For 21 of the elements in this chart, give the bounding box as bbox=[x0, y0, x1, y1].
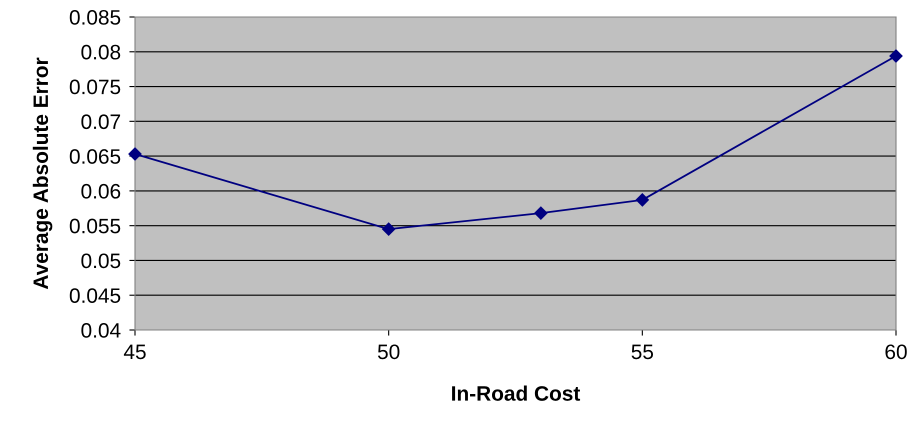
y-tick-label: 0.06 bbox=[81, 184, 120, 199]
point bbox=[636, 193, 649, 207]
y-tick-label: 0.045 bbox=[70, 288, 120, 303]
y-tick-label: 0.07 bbox=[81, 114, 120, 130]
x-tick-label: 55 bbox=[632, 344, 654, 360]
y-tick-label: 0.075 bbox=[70, 80, 120, 94]
y-tick-label: 0.05 bbox=[81, 253, 120, 268]
x-tick-label: 50 bbox=[378, 344, 400, 360]
x-tick-label: 60 bbox=[885, 344, 907, 360]
x-tick-label: 45 bbox=[124, 344, 146, 360]
y-tick-label: 0.085 bbox=[70, 10, 120, 25]
point bbox=[382, 222, 396, 236]
y-tick-label: 0.04 bbox=[81, 323, 121, 338]
y-tick-label: 0.065 bbox=[70, 149, 120, 164]
point bbox=[128, 147, 142, 161]
point bbox=[534, 206, 548, 220]
y-tick-label: 0.055 bbox=[70, 218, 120, 234]
point bbox=[889, 49, 903, 63]
y-axis-title: Average Absolute Error bbox=[32, 58, 52, 290]
x-axis-title: In-Road Cost bbox=[452, 386, 580, 401]
y-tick-label: 0.08 bbox=[81, 44, 120, 60]
